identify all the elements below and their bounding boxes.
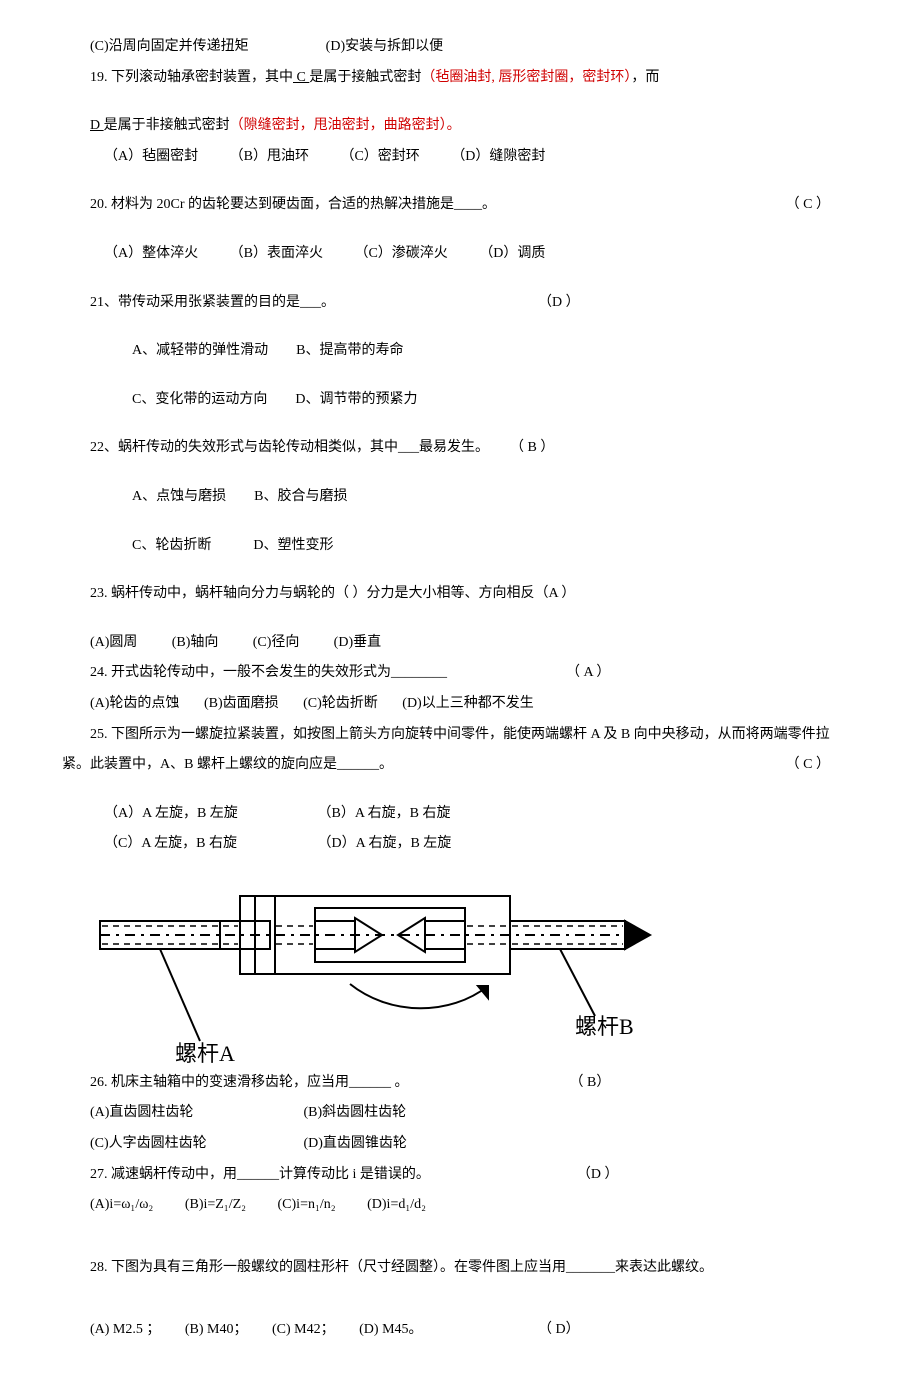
q27-a: (A)i=ω₁/ω₂ (90, 1197, 153, 1212)
q19-note2: （隙缝密封，甩油密封，曲路密封）。 (230, 118, 461, 133)
q20-b: （B）表面淬火 (230, 241, 323, 268)
q25-b: （B）A 右旋，B 右旋 (318, 806, 451, 821)
q24-stem: 24. 开式齿轮传动中，一般不会发生的失效形式为________ (90, 665, 447, 680)
q20-line: 20. 材料为 20Cr 的齿轮要达到硬齿面，合适的热解决措施是____。 （ … (90, 192, 830, 219)
q18-options: (C)沿周向固定并传递扭矩 (D)安装与拆卸以便 (90, 34, 830, 61)
q20-a: （A）整体淬火 (104, 241, 198, 268)
q25-stem2-row: 紧。此装置中，A、B 螺杆上螺纹的旋向应是______。 （ C ） (62, 752, 830, 779)
q25-d: （D）A 右旋，B 左旋 (318, 836, 452, 851)
q21-opts1: A、减轻带的弹性滑动 B、提高带的寿命 (90, 338, 830, 365)
q22-c: C、轮齿折断 (132, 538, 211, 553)
q24-options: (A)轮齿的点蚀 (B)齿面磨损 (C)轮齿折断 (D)以上三种都不发生 (90, 691, 830, 718)
q22-line: 22、蜗杆传动的失效形式与齿轮传动相类似，其中___最易发生。 （ B ） (90, 435, 830, 462)
q19-line1: 19. 下列滚动轴承密封装置，其中 C 是属于接触式密封（毡圈油封, 唇形密封圈… (90, 65, 830, 92)
q25-stem2: 紧。此装置中，A、B 螺杆上螺纹的旋向应是______。 (62, 757, 393, 772)
q28-c: (C) M42； (272, 1322, 335, 1337)
q19-note1: （毡圈油封, 唇形密封圈，密封环） (421, 70, 631, 85)
q22-d: D、塑性变形 (253, 538, 333, 553)
q21-c: C、变化带的运动方向 (132, 392, 267, 407)
q21-opts2: C、变化带的运动方向 D、调节带的预紧力 (90, 387, 830, 414)
q28-d: (D) M45。 (359, 1322, 422, 1337)
q21-b: B、提高带的寿命 (296, 343, 403, 358)
q23-options: (A)圆周 (B)轴向 (C)径向 (D)垂直 (90, 630, 830, 657)
q21-line: 21、带传动采用张紧装置的目的是___。 （D ） (90, 290, 830, 317)
q20-c: （C）渗碳淬火 (354, 241, 447, 268)
q20-d: （D）调质 (479, 241, 545, 268)
q19-a: （A）毡圈密封 (104, 144, 198, 171)
q19-stem3: ，而 (631, 70, 659, 85)
q26-c: (C)人字齿圆柱齿轮 (90, 1131, 300, 1158)
q27-b: (B)i=Z₁/Z₂ (185, 1197, 246, 1212)
q26-opts1: (A)直齿圆柱齿轮 (B)斜齿圆柱齿轮 (90, 1100, 830, 1127)
q23-a: (A)圆周 (90, 630, 137, 657)
q20-stem: 20. 材料为 20Cr 的齿轮要达到硬齿面，合适的热解决措施是____。 (90, 192, 496, 219)
q19-stem4: 是属于非接触式密封 (104, 118, 230, 133)
q26-opts2: (C)人字齿圆柱齿轮 (D)直齿圆锥齿轮 (90, 1131, 830, 1158)
q19-stem2: 是属于接触式密封 (309, 70, 421, 85)
q23-c: (C)径向 (253, 630, 300, 657)
q27-options: (A)i=ω₁/ω₂ (B)i=Z₁/Z₂ (C)i=n₁/n₂ (D)i=d₁… (90, 1192, 830, 1219)
q22-b: B、胶合与磨损 (254, 489, 347, 504)
q26-ans: （ B） (570, 1075, 611, 1090)
q28-a: (A) M2.5 ； (90, 1322, 160, 1337)
q25-labelA: 螺杆A (175, 1041, 235, 1066)
q22-stem: 22、蜗杆传动的失效形式与齿轮传动相类似，其中___最易发生。 (90, 440, 489, 455)
q24-line: 24. 开式齿轮传动中，一般不会发生的失效形式为________ （ A ） (90, 660, 830, 687)
q25-opts1: （A）A 左旋，B 左旋 （B）A 右旋，B 右旋 (90, 801, 830, 828)
q27-ans: （D ） (577, 1167, 619, 1182)
q19-b: （B）甩油环 (230, 144, 309, 171)
q25-a: （A）A 左旋，B 左旋 (104, 801, 314, 828)
q24-c: (C)轮齿折断 (303, 696, 378, 711)
q20-options: （A）整体淬火 （B）表面淬火 （C）渗碳淬火 （D）调质 (90, 241, 830, 268)
q27-line: 27. 减速蜗杆传动中，用______计算传动比 i 是错误的。 （D ） (90, 1162, 830, 1189)
q24-b: (B)齿面磨损 (204, 696, 279, 711)
q24-a: (A)轮齿的点蚀 (90, 696, 179, 711)
q21-d: D、调节带的预紧力 (295, 392, 417, 407)
q21-ans: （D ） (538, 295, 580, 310)
q28-options: (A) M2.5 ； (B) M40； (C) M42； (D) M45。 （ … (90, 1317, 830, 1344)
q22-a: A、点蚀与磨损 (132, 489, 226, 504)
q28-ans: （ D） (538, 1322, 580, 1337)
q23-d: (D)垂直 (334, 630, 381, 657)
q24-ans: （ A ） (566, 665, 610, 680)
q18-d: (D)安装与拆卸以便 (326, 39, 443, 54)
q20-ans: （ C ） (786, 192, 830, 219)
q18-c: (C)沿周向固定并传递扭矩 (90, 39, 249, 54)
q27-c: (C)i=n₁/n₂ (278, 1197, 336, 1212)
q27-stem: 27. 减速蜗杆传动中，用______计算传动比 i 是错误的。 (90, 1167, 430, 1182)
q26-b: (B)斜齿圆柱齿轮 (304, 1105, 407, 1120)
q25-stem1: 25. 下图所示为一螺旋拉紧装置，如按图上箭头方向旋转中间零件，能使两端螺杆 A… (90, 722, 830, 749)
q19-ans1: C (293, 70, 309, 85)
q25-labelB: 螺杆B (575, 1014, 634, 1039)
q28-b: (B) M40； (185, 1322, 248, 1337)
q26-line: 26. 机床主轴箱中的变速滑移齿轮，应当用______ 。 （ B） (90, 1070, 830, 1097)
q26-a: (A)直齿圆柱齿轮 (90, 1100, 300, 1127)
q22-opts1: A、点蚀与磨损 B、胶合与磨损 (90, 484, 830, 511)
q21-a: A、减轻带的弹性滑动 (132, 343, 268, 358)
q22-ans: （ B ） (510, 440, 554, 455)
q26-d: (D)直齿圆锥齿轮 (304, 1136, 407, 1151)
q19-ans2: D (90, 118, 104, 133)
q25-opts2: （C）A 左旋，B 右旋 （D）A 右旋，B 左旋 (90, 831, 830, 858)
q21-stem: 21、带传动采用张紧装置的目的是___。 (90, 295, 335, 310)
q28-stem: 28. 下图为具有三角形一般螺纹的圆柱形杆（尺寸经圆整）。在零件图上应当用___… (90, 1255, 830, 1282)
q25-c: （C）A 左旋，B 右旋 (104, 831, 314, 858)
q19-line2: D 是属于非接触式密封（隙缝密封，甩油密封，曲路密封）。 (90, 113, 830, 140)
q27-d: (D)i=d₁/d₂ (367, 1197, 426, 1212)
q23-stem: 23. 蜗杆传动中，蜗杆轴向分力与蜗轮的（ ）分力是大小相等、方向相反（A ） (90, 581, 830, 608)
q23-b: (B)轴向 (172, 630, 219, 657)
q24-d: (D)以上三种都不发生 (402, 696, 533, 711)
q26-stem: 26. 机床主轴箱中的变速滑移齿轮，应当用______ 。 (90, 1075, 409, 1090)
q19-d: （D）缝隙密封 (451, 144, 545, 171)
q22-opts2: C、轮齿折断 D、塑性变形 (90, 533, 830, 560)
q19-stem1: 19. 下列滚动轴承密封装置，其中 (90, 70, 293, 85)
q19-c: （C）密封环 (340, 144, 419, 171)
q25-figure: 螺杆A 螺杆B (90, 866, 660, 1066)
q25-ans: （ C ） (786, 752, 830, 779)
q19-options: （A）毡圈密封 （B）甩油环 （C）密封环 （D）缝隙密封 (90, 144, 830, 171)
